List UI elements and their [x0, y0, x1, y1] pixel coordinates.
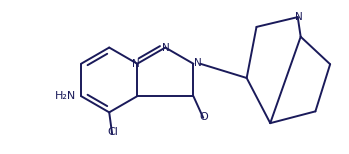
Text: N: N — [162, 43, 170, 53]
Text: N: N — [295, 12, 303, 22]
Text: O: O — [200, 112, 209, 122]
Text: N: N — [132, 59, 140, 69]
Text: H₂N: H₂N — [55, 91, 76, 101]
Text: Cl: Cl — [108, 127, 119, 137]
Text: N: N — [194, 58, 202, 68]
